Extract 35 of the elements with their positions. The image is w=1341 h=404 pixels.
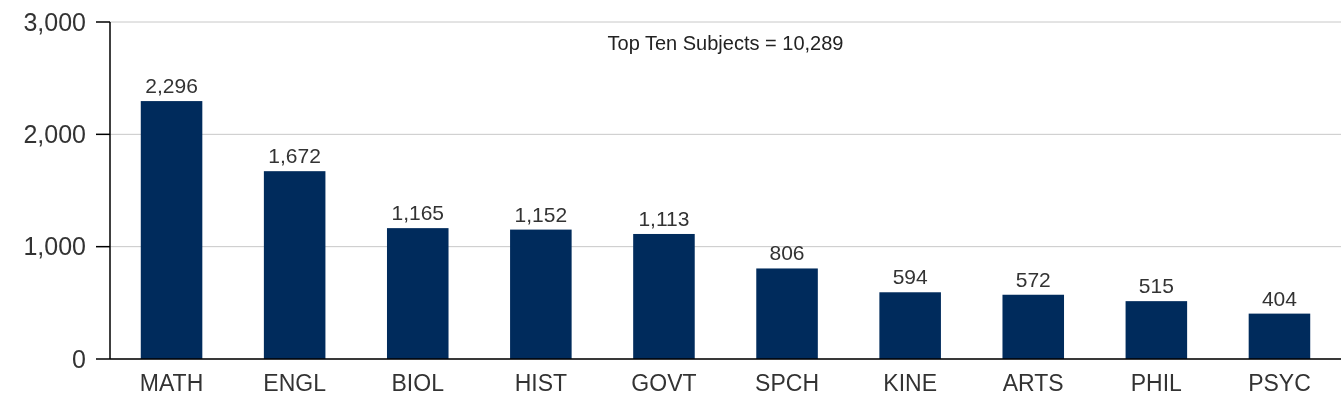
y-tick-label: 1,000 (23, 232, 86, 261)
data-label: 806 (769, 241, 805, 265)
x-tick-label: PSYC (1248, 370, 1311, 396)
bar (386, 228, 449, 359)
bar (263, 171, 326, 359)
x-tick-label: GOVT (631, 370, 697, 396)
data-label: 515 (1138, 274, 1174, 298)
bar (1248, 313, 1311, 359)
x-tick-label: PHIL (1130, 370, 1183, 396)
bar (879, 292, 941, 359)
bar (510, 229, 572, 359)
x-tick-label: KINE (883, 370, 937, 396)
bar (140, 101, 203, 359)
x-tick-label: ARTS (1002, 370, 1064, 396)
y-tick-label: 0 (72, 344, 86, 373)
bar (1125, 301, 1188, 359)
data-label: 1,152 (514, 202, 568, 226)
x-tick-label: BIOL (391, 370, 445, 396)
data-label: 1,165 (391, 201, 445, 225)
y-tick-label: 2,000 (23, 120, 86, 149)
x-tick-label: SPCH (755, 370, 819, 396)
x-tick-label: HIST (514, 370, 568, 396)
data-label: 404 (1261, 286, 1298, 310)
data-label: 594 (892, 265, 928, 289)
bar (633, 233, 695, 359)
data-label: 1,113 (638, 206, 690, 230)
data-label: 1,672 (268, 144, 321, 168)
bar (756, 268, 818, 359)
bar (1002, 294, 1065, 359)
x-tick-label: ENGL (263, 370, 327, 396)
y-tick-label: 3,000 (23, 7, 86, 36)
annotation: Top Ten Subjects = 10,289 (607, 32, 844, 54)
data-label: 572 (1015, 267, 1051, 291)
x-tick-label: MATH (139, 370, 204, 396)
data-label: 2,296 (145, 74, 198, 98)
